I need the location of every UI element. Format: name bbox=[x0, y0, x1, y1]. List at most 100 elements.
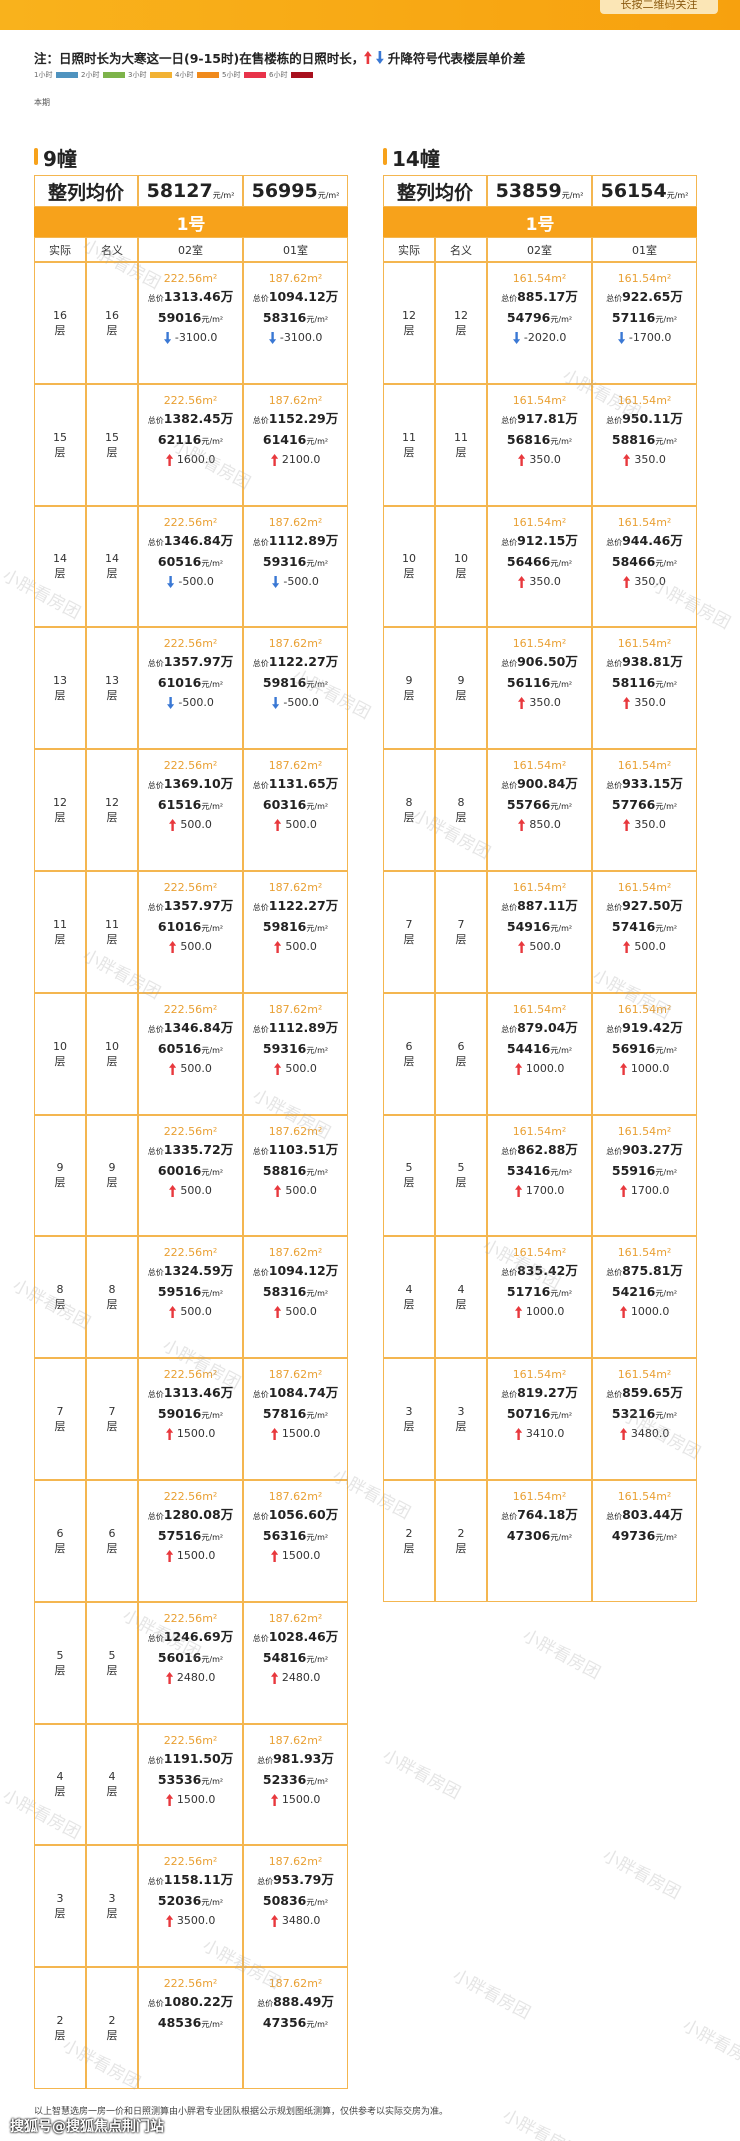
total-suffix: 万 bbox=[220, 1507, 234, 1522]
unit-cell: 222.56m² 总价1313.46万 59016元/m² -3100.0 bbox=[138, 262, 243, 384]
up-arrow bbox=[518, 697, 526, 710]
unit-cell: 161.54m² 总价927.50万 57416元/m² 500.0 bbox=[592, 871, 697, 993]
legend-label: 2小时 bbox=[81, 71, 100, 79]
area-unit: m² bbox=[307, 1490, 323, 1503]
price-value: 59816 bbox=[262, 919, 307, 934]
unit-price: 62116元/m² bbox=[158, 430, 223, 451]
total: 总价944.46万 bbox=[606, 531, 683, 552]
price-diff: 500.0 bbox=[518, 938, 561, 956]
total-suffix: 万 bbox=[565, 289, 578, 304]
floor-suffix: 层 bbox=[54, 445, 66, 459]
total: 总价922.65万 bbox=[606, 287, 683, 308]
price-unit: 元/m² bbox=[655, 924, 678, 933]
total-value: 1084.74 bbox=[268, 1385, 326, 1401]
floor-cell: 12 层 bbox=[86, 749, 138, 871]
follow-button[interactable]: 长按二维码关注 bbox=[600, 0, 718, 14]
down-arrow bbox=[167, 697, 175, 710]
price-unit: 元/m² bbox=[550, 1167, 573, 1177]
avg-label: 整列均价 bbox=[383, 175, 487, 207]
price-value: 54796 bbox=[506, 310, 551, 325]
floor-cell: 13 层 bbox=[86, 627, 138, 750]
avg-unit: 元/m² bbox=[212, 190, 235, 200]
total-value: 906.50 bbox=[517, 654, 566, 670]
legend-label: 4小时 bbox=[175, 71, 194, 79]
unit-price: 55766元/m² bbox=[507, 795, 572, 816]
price-diff: 1000.0 bbox=[619, 1303, 669, 1321]
up-arrow bbox=[169, 1184, 177, 1197]
price-unit: 元/m² bbox=[550, 924, 573, 933]
price-diff: 1000.0 bbox=[514, 1060, 564, 1078]
up-arrow bbox=[165, 1550, 173, 1562]
area: 222.56m² bbox=[164, 1489, 218, 1505]
area: 161.54m² bbox=[618, 880, 672, 896]
total-value: 1122.27 bbox=[268, 654, 326, 670]
area-value: 161.54 bbox=[512, 759, 552, 773]
unit-cell: 222.56m² 总价1346.84万 60516元/m² -500.0 bbox=[138, 505, 243, 628]
area: 222.56m² bbox=[164, 393, 218, 409]
price-unit: 元/m² bbox=[201, 315, 224, 324]
floor-suffix: 层 bbox=[455, 932, 467, 946]
legend-label: 3小时 bbox=[128, 71, 147, 79]
unit-cell: 161.54m² 总价885.17万 54796元/m² -2020.0 bbox=[487, 262, 592, 384]
total: 总价1084.74万 bbox=[253, 1383, 338, 1404]
area-unit: m² bbox=[551, 1490, 567, 1503]
diff-value: 1700.0 bbox=[630, 1183, 670, 1197]
total-suffix: 万 bbox=[220, 654, 234, 670]
legend-swatch bbox=[150, 72, 172, 78]
area-value: 222.56 bbox=[163, 1977, 203, 1991]
area-unit: m² bbox=[307, 1368, 323, 1382]
area: 222.56m² bbox=[164, 1124, 218, 1140]
floor-suffix: 层 bbox=[455, 1054, 467, 1068]
diff-value: 500.0 bbox=[285, 1061, 317, 1075]
floor-number: 13 bbox=[105, 674, 119, 688]
unit-price: 47306元/m² bbox=[507, 1526, 572, 1547]
area: 161.54m² bbox=[513, 515, 567, 531]
floor-number: 8 bbox=[457, 796, 465, 810]
price-diff: -500.0 bbox=[167, 694, 214, 712]
unit-price: 59316元/m² bbox=[263, 1039, 328, 1060]
area-unit: m² bbox=[656, 393, 672, 407]
floor-suffix: 层 bbox=[455, 1176, 467, 1190]
unit-cell: 161.54m² 总价835.42万 51716元/m² 1000.0 bbox=[487, 1236, 592, 1359]
price-value: 56916 bbox=[611, 1040, 656, 1056]
diff-value: 500.0 bbox=[180, 1305, 212, 1319]
area-value: 161.54 bbox=[512, 1490, 552, 1503]
floor-suffix: 层 bbox=[106, 445, 118, 459]
price-unit: 元/m² bbox=[201, 1776, 224, 1786]
price-unit: 元/m² bbox=[655, 1533, 678, 1542]
area: 161.54m² bbox=[618, 1002, 672, 1018]
total-value: 875.81 bbox=[622, 1263, 671, 1279]
total-value: 1191.50 bbox=[163, 1750, 221, 1766]
floor-cell: 10 层 bbox=[383, 505, 435, 628]
area: 222.56m² bbox=[164, 880, 218, 896]
floor-suffix: 层 bbox=[455, 1420, 467, 1434]
total: 总价912.15万 bbox=[501, 531, 578, 552]
floor-number: 15 bbox=[105, 430, 119, 444]
unit-price: 51716元/m² bbox=[507, 1282, 572, 1303]
price-diff: -2020.0 bbox=[512, 329, 566, 347]
total-value: 1122.27 bbox=[268, 898, 326, 913]
area-unit: m² bbox=[551, 1002, 567, 1016]
area-unit: m² bbox=[202, 1490, 218, 1503]
price-value: 56116 bbox=[506, 675, 551, 691]
floor-suffix: 层 bbox=[106, 1541, 118, 1555]
floor-number: 10 bbox=[402, 552, 416, 566]
area-value: 187.62 bbox=[268, 515, 308, 529]
total-suffix: 万 bbox=[325, 532, 339, 548]
floor-number: 5 bbox=[405, 1161, 413, 1175]
area: 222.56m² bbox=[164, 758, 218, 774]
area-unit: m² bbox=[202, 1977, 218, 1991]
price-diff: -500.0 bbox=[167, 573, 214, 591]
total-suffix: 万 bbox=[670, 654, 683, 670]
area-value: 161.54 bbox=[512, 881, 552, 894]
total: 总价1280.08万 bbox=[148, 1505, 233, 1526]
diff-value: 500.0 bbox=[529, 940, 561, 953]
price-diff: 1700.0 bbox=[619, 1182, 670, 1200]
floor-number: 7 bbox=[56, 1405, 64, 1419]
